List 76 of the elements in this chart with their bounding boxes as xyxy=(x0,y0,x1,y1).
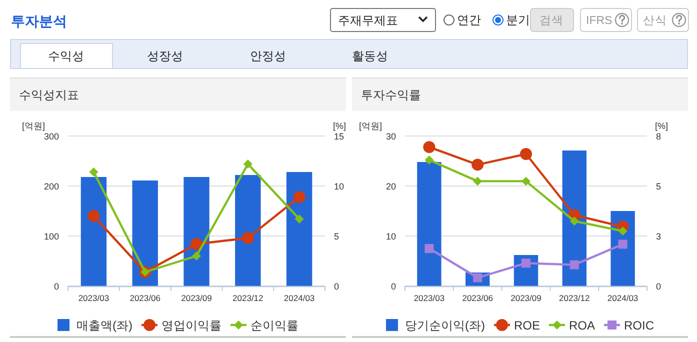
text: 주재무제표 xyxy=(338,14,398,28)
y-axis-title: [억원] xyxy=(22,121,46,131)
x-tick-label: 2023/03 xyxy=(414,293,445,303)
legend-label: 영업이익률 xyxy=(162,318,222,332)
y-tick-label: 0 xyxy=(54,282,59,292)
point xyxy=(473,176,482,186)
y2-axis-title: [%] xyxy=(655,121,668,131)
y-axis-title: [억원] xyxy=(359,121,382,131)
chart-title: 수익성지표 xyxy=(19,88,79,102)
y2-tick-label: 8 xyxy=(656,132,662,142)
text: 투자분석 xyxy=(11,13,67,29)
point xyxy=(522,258,530,268)
legend-label: 당기순이익(좌) xyxy=(404,318,485,332)
x-tick-label: 2023/09 xyxy=(181,293,212,303)
point xyxy=(424,156,434,164)
point xyxy=(424,244,434,253)
point xyxy=(618,226,628,236)
bar xyxy=(132,180,158,286)
x-tick-label: 2023/06 xyxy=(130,293,161,303)
point xyxy=(570,260,579,270)
point xyxy=(618,240,628,249)
text: IFRS xyxy=(586,15,613,27)
point xyxy=(570,216,579,226)
point xyxy=(423,141,436,154)
y2-tick-label: 15 xyxy=(334,132,344,142)
y-tick-label: 200 xyxy=(44,182,59,192)
point xyxy=(522,176,530,186)
y-tick-label: 30 xyxy=(386,132,396,142)
y-tick-label: 20 xyxy=(386,182,396,192)
point xyxy=(243,160,252,168)
point xyxy=(472,158,484,171)
text: 검색 xyxy=(540,15,564,27)
x-tick-label: 2023/03 xyxy=(78,293,110,303)
point xyxy=(88,210,100,222)
y2-tick-label: 0 xyxy=(656,282,662,292)
legend-label: 매출액(좌) xyxy=(76,318,132,332)
y-tick-label: 100 xyxy=(44,232,59,242)
text: 분기 xyxy=(506,13,530,27)
y-tick-label: 0 xyxy=(390,282,396,292)
legend-label: ROA xyxy=(569,318,596,332)
y2-tick-label: 10 xyxy=(334,182,344,192)
legend-label: ROE xyxy=(514,318,540,332)
text: 산식 xyxy=(643,15,667,27)
point xyxy=(89,168,98,176)
x-tick-label: 2023/06 xyxy=(462,293,494,303)
bar xyxy=(235,175,261,286)
point xyxy=(190,238,202,250)
x-tick-label: 2024/03 xyxy=(284,293,315,303)
text: 활동성 xyxy=(352,49,388,63)
y-tick-label: 10 xyxy=(386,232,396,242)
x-tick-label: 2024/03 xyxy=(607,293,638,303)
legend-label: ROIC xyxy=(624,318,654,332)
y-tick-label: 300 xyxy=(44,132,59,142)
point xyxy=(520,148,532,160)
text: 안정성 xyxy=(250,49,286,63)
text: 연간 xyxy=(457,13,481,27)
point xyxy=(294,214,304,224)
bar xyxy=(417,162,442,286)
bar xyxy=(286,172,312,286)
y2-tick-label: 3 xyxy=(656,231,662,242)
text: 성장성 xyxy=(147,49,183,63)
bar xyxy=(80,177,107,286)
point xyxy=(242,232,254,244)
y2-tick-label: 5 xyxy=(656,182,662,192)
legend-label: 순이익률 xyxy=(250,318,298,332)
y2-tick-label: 5 xyxy=(334,232,340,242)
point xyxy=(293,191,306,203)
chart-title: 투자수익률 xyxy=(361,88,421,102)
x-tick-label: 2023/12 xyxy=(559,293,590,303)
y2-tick-label: 0 xyxy=(334,282,340,292)
text: 수익성 xyxy=(48,49,84,63)
x-tick-label: 2023/09 xyxy=(510,293,542,303)
bar xyxy=(184,177,210,286)
y2-axis-title: [%] xyxy=(333,121,346,131)
x-tick-label: 2023/12 xyxy=(232,293,264,303)
point xyxy=(192,252,201,260)
